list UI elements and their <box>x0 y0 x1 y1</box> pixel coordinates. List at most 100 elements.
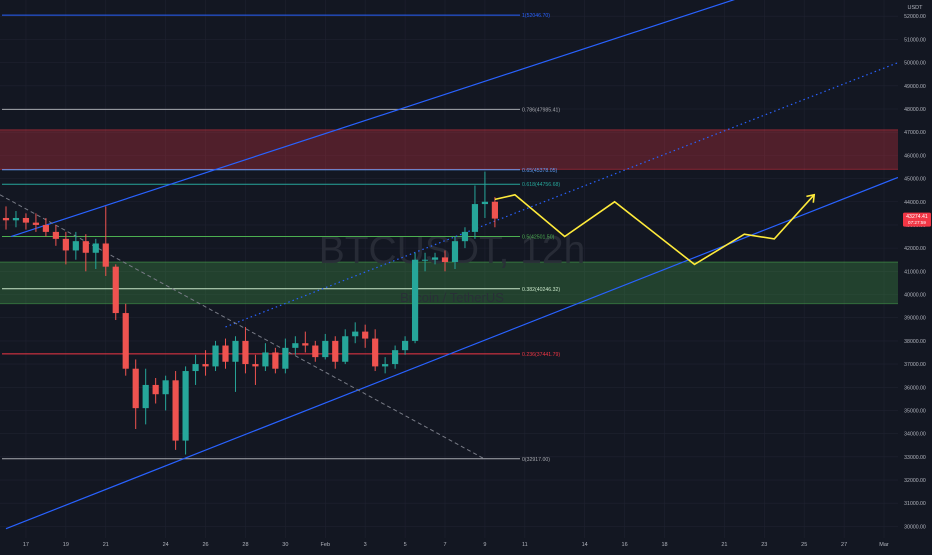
price-tick-label: 50000.00 <box>904 61 926 67</box>
candle-bearish[interactable] <box>362 331 369 339</box>
candle-bearish[interactable] <box>152 384 159 395</box>
price-tick-label: 30000.00 <box>904 524 926 530</box>
candle-bearish[interactable] <box>202 364 209 367</box>
candle-bearish[interactable] <box>122 313 129 369</box>
candle-bullish[interactable] <box>461 231 469 242</box>
candle-bearish[interactable] <box>2 217 10 221</box>
candle-bullish[interactable] <box>12 217 20 221</box>
candle-bearish[interactable] <box>82 241 89 253</box>
watermark-subtitle: Bitcoin / TetherUS <box>400 290 504 305</box>
candle-bearish[interactable] <box>372 338 379 367</box>
candle-bearish[interactable] <box>441 257 449 263</box>
candle-bullish[interactable] <box>451 241 459 263</box>
candle-bearish[interactable] <box>302 343 309 346</box>
date-tick-label: 3 <box>364 542 367 548</box>
trendline-descending[interactable] <box>0 194 486 460</box>
fib-level-label-0.65: 0.65(45378.05) <box>522 168 557 174</box>
candle-bullish[interactable] <box>182 371 189 441</box>
candle-bearish[interactable] <box>102 243 109 267</box>
date-tick-label: 24 <box>163 542 169 548</box>
projection-arrowhead <box>806 193 816 203</box>
date-tick-label: 19 <box>63 542 69 548</box>
date-tick-label: 17 <box>23 542 29 548</box>
date-tick-label: 30 <box>282 542 288 548</box>
candle-bullish[interactable] <box>292 343 299 348</box>
trendline-channel-lower[interactable] <box>5 176 899 530</box>
candle-bullish[interactable] <box>471 204 479 232</box>
trendline-channel-upper[interactable] <box>10 0 754 238</box>
candle-bearish[interactable] <box>332 340 339 362</box>
candle-bullish[interactable] <box>342 336 349 362</box>
date-tick-label: Feb <box>321 542 330 548</box>
candle-bullish[interactable] <box>481 201 489 205</box>
price-tick-label: 44000.00 <box>904 200 926 206</box>
candle-bearish[interactable] <box>312 345 319 358</box>
candle-bullish[interactable] <box>411 259 419 341</box>
price-tick-label: 49000.00 <box>904 84 926 90</box>
fib-level-label-1: 1(52046.70) <box>522 13 550 19</box>
candle-bullish[interactable] <box>92 243 99 253</box>
candle-bullish[interactable] <box>162 380 169 395</box>
candle-bearish[interactable] <box>112 266 119 314</box>
price-tick-label: 52000.00 <box>904 14 926 20</box>
date-tick-label: 16 <box>622 542 628 548</box>
candle-bearish[interactable] <box>22 217 30 223</box>
candle-bearish[interactable] <box>52 231 59 239</box>
price-tick-label: 51000.00 <box>904 37 926 43</box>
candle-bullish[interactable] <box>402 340 409 351</box>
trendline-channel-mid[interactable] <box>225 62 899 328</box>
candle-bearish[interactable] <box>172 380 179 441</box>
price-tick-label: 41000.00 <box>904 269 926 275</box>
candle-bearish[interactable] <box>272 352 279 369</box>
date-tick-label: 21 <box>103 542 109 548</box>
candle-bearish[interactable] <box>222 345 229 362</box>
price-tick-label: 31000.00 <box>904 501 926 507</box>
price-axis-panel[interactable] <box>898 0 932 538</box>
candle-bullish[interactable] <box>262 352 269 367</box>
candle-bullish[interactable] <box>352 331 359 337</box>
price-tick-label: 33000.00 <box>904 455 926 461</box>
date-tick-label: 21 <box>721 542 727 548</box>
date-tick-label: 27 <box>841 542 847 548</box>
price-tick-label: 40000.00 <box>904 293 926 299</box>
candle-bearish[interactable] <box>42 224 49 232</box>
date-tick-label: 26 <box>202 542 208 548</box>
candle-bullish[interactable] <box>382 364 389 367</box>
support-zone[interactable] <box>0 262 898 304</box>
candle-bearish[interactable] <box>491 201 498 219</box>
date-tick-label: 9 <box>483 542 486 548</box>
candle-bullish[interactable] <box>72 241 79 251</box>
candle-bullish[interactable] <box>431 257 439 260</box>
candle-bullish[interactable] <box>322 340 329 358</box>
candle-bullish[interactable] <box>421 259 429 261</box>
candle-bullish[interactable] <box>282 347 289 369</box>
current-price-value: 43274.41 <box>906 214 928 220</box>
currency-label: USDT <box>908 5 924 11</box>
candle-bullish[interactable] <box>392 350 399 365</box>
date-tick-label: 7 <box>443 542 446 548</box>
candle-bearish[interactable] <box>62 238 69 251</box>
candle-bearish[interactable] <box>252 364 259 367</box>
current-price-countdown: 07:27:59 <box>908 220 926 225</box>
candle-bullish[interactable] <box>192 364 199 372</box>
price-tick-label: 45000.00 <box>904 177 926 183</box>
candle-bearish[interactable] <box>242 340 249 365</box>
date-tick-label: 14 <box>582 542 588 548</box>
candle-bearish[interactable] <box>32 222 40 225</box>
candle-bullish[interactable] <box>142 384 149 409</box>
candle-bearish[interactable] <box>132 368 139 409</box>
date-tick-label: 25 <box>801 542 807 548</box>
current-price-tag[interactable] <box>903 212 931 227</box>
date-tick-label: Mar <box>879 542 889 548</box>
projection-path[interactable] <box>494 193 815 266</box>
fib-level-label-0: 0(32917.00) <box>522 457 550 463</box>
candle-bullish[interactable] <box>232 340 239 362</box>
candle-bullish[interactable] <box>212 345 219 367</box>
price-tick-label: 38000.00 <box>904 339 926 345</box>
price-tick-label: 42000.00 <box>904 246 926 252</box>
price-tick-label: 46000.00 <box>904 153 926 159</box>
resistance-zone[interactable] <box>0 129 898 170</box>
time-axis-panel[interactable] <box>0 538 932 550</box>
